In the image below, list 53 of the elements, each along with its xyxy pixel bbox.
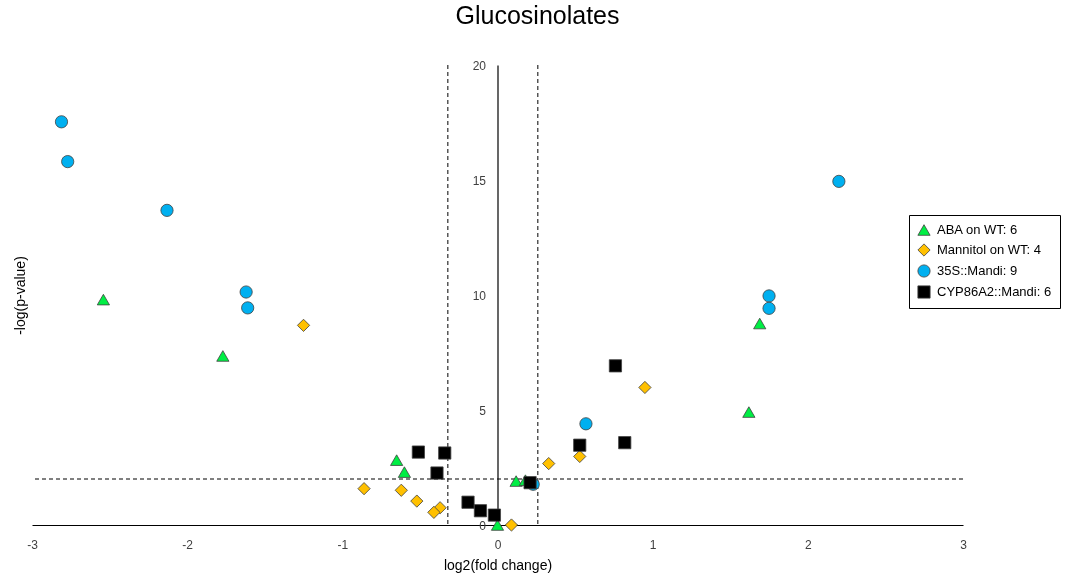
point: [473, 504, 487, 518]
point: [832, 174, 846, 188]
chart-title: Glucosinolates: [455, 1, 620, 29]
point: [397, 466, 411, 478]
point: [216, 350, 230, 362]
point: [461, 495, 475, 509]
y-tick-label: 15: [472, 173, 487, 188]
x-tick-label: -2: [182, 537, 194, 552]
x-tick-label: 2: [804, 537, 812, 552]
point: [411, 445, 425, 459]
point: [753, 317, 767, 330]
point: [239, 285, 253, 299]
point: [160, 203, 174, 217]
point: [430, 466, 444, 480]
point: [96, 293, 110, 306]
point: [438, 446, 452, 460]
x-tick-label: 0: [494, 537, 502, 552]
x-tick-label: -3: [27, 537, 39, 552]
legend-label: ABA on WT: 6: [937, 222, 1018, 237]
point: [297, 318, 311, 332]
point: [509, 475, 523, 487]
point: [504, 518, 518, 532]
point: [61, 155, 75, 169]
point: [579, 417, 593, 431]
x-axis-title: log2(fold change): [443, 556, 553, 573]
point: [638, 380, 652, 394]
point: [390, 454, 404, 466]
legend-label: 35S::Mandi: 9: [937, 263, 1018, 278]
point: [357, 482, 371, 496]
legend-label: Mannitol on WT: 4: [937, 242, 1042, 257]
y-tick-label: 5: [479, 403, 487, 418]
point: [410, 494, 424, 508]
y-tick-label: 20: [472, 58, 487, 73]
point: [762, 289, 776, 303]
legend-label: CYP86A2::Mandi: 6: [937, 284, 1052, 299]
point: [54, 115, 69, 129]
y-tick-label: 10: [472, 288, 487, 303]
point: [618, 436, 632, 450]
point: [542, 457, 556, 471]
point: [608, 359, 622, 373]
point: [487, 508, 501, 522]
point: [573, 438, 587, 452]
x-tick-label: -1: [337, 537, 349, 552]
point: [241, 301, 255, 315]
point: [490, 519, 505, 531]
x-tick-label: 1: [649, 537, 657, 552]
x-tick-label: 3: [960, 537, 968, 552]
point: [394, 483, 408, 497]
y-axis-title: -log(p-value): [11, 256, 28, 335]
point: [742, 406, 756, 418]
point: [573, 449, 587, 463]
point: [427, 505, 441, 519]
point: [762, 301, 776, 315]
